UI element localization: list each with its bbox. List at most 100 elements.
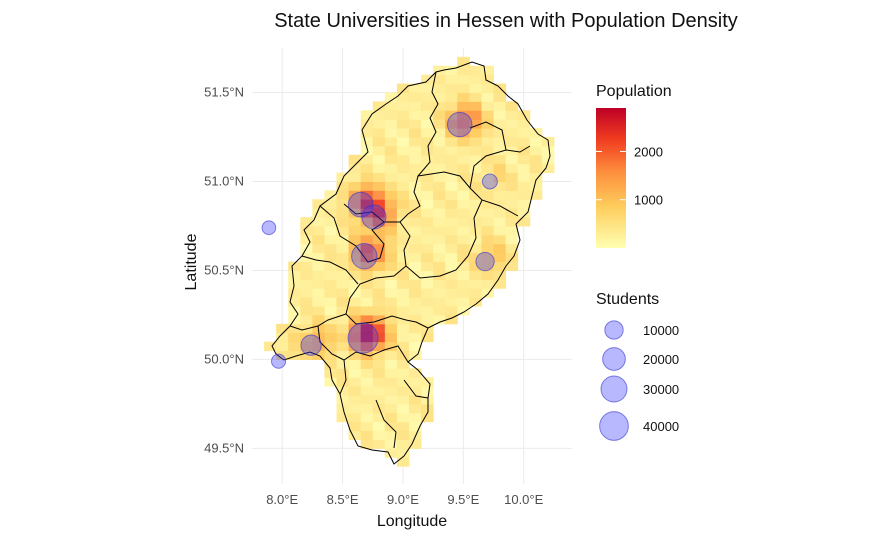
population-cell <box>324 190 338 200</box>
university-bubble <box>446 111 473 138</box>
students-legend-label: 30000 <box>643 382 679 397</box>
population-cell <box>396 332 410 343</box>
population-cell <box>384 270 398 280</box>
population-cell <box>288 288 301 298</box>
population-cell <box>372 314 386 325</box>
population-cell <box>396 421 410 432</box>
population-cell <box>348 386 362 396</box>
population-cell <box>384 199 398 209</box>
population-cell <box>493 190 507 200</box>
population-cell <box>276 332 289 343</box>
population-cell <box>336 270 350 280</box>
population-cell <box>433 163 446 174</box>
x-axis-ticks: 8.0°E 8.5°E 9.0°E 9.5°E 10.0°E <box>266 492 543 507</box>
population-cell <box>384 101 398 111</box>
population-cell <box>493 110 507 120</box>
population-cell <box>288 323 301 334</box>
university-bubble <box>347 322 379 354</box>
population-cell <box>517 119 531 129</box>
population-cell <box>529 172 543 182</box>
population-cell <box>360 225 374 236</box>
population-cell <box>336 252 350 263</box>
population-cell <box>360 439 374 449</box>
population-cell <box>300 225 313 236</box>
population-cell <box>493 119 507 129</box>
population-cell <box>445 181 458 191</box>
population-cell <box>469 279 482 289</box>
population-cell <box>372 297 386 307</box>
population-cell <box>360 332 374 343</box>
population-cell <box>372 101 386 111</box>
population-cell <box>396 110 410 120</box>
population-cell <box>517 181 531 191</box>
population-cell <box>457 243 470 254</box>
population-cell <box>493 252 507 263</box>
population-cell <box>421 279 434 289</box>
population-cell <box>396 395 410 405</box>
population-cell <box>372 243 386 254</box>
population-cell <box>300 297 313 307</box>
population-cell <box>348 252 362 263</box>
population-cell <box>481 279 495 289</box>
population-cell <box>324 288 338 298</box>
population-cell <box>469 145 482 156</box>
population-cell <box>396 252 410 263</box>
population-cell <box>372 341 386 352</box>
population-cell <box>433 279 446 289</box>
population-cell <box>360 323 374 334</box>
population-legend-label: 2000 <box>634 144 663 159</box>
population-cell <box>493 136 507 147</box>
population-cell <box>348 190 362 200</box>
population-cell <box>348 323 362 334</box>
population-cell <box>324 306 338 316</box>
population-cell <box>469 136 482 147</box>
population-cell <box>384 234 398 245</box>
population-cell <box>372 395 386 405</box>
population-cell <box>517 217 531 227</box>
population-cell <box>493 128 507 138</box>
population-cell <box>360 314 374 325</box>
population-cell <box>517 199 531 209</box>
population-cell <box>445 288 458 298</box>
population-cell <box>372 234 386 245</box>
population-cell <box>421 288 434 298</box>
population-cell <box>421 252 434 263</box>
district-boundaries <box>271 61 551 465</box>
population-cell <box>336 314 350 325</box>
population-cell <box>384 448 398 458</box>
population-cell <box>336 341 350 352</box>
population-cell <box>433 217 446 227</box>
population-cell <box>360 341 374 352</box>
population-cell <box>505 110 519 120</box>
population-cell <box>384 341 398 352</box>
hessen-outline <box>271 61 551 465</box>
population-cell <box>348 412 362 423</box>
population-cell <box>336 323 350 334</box>
population-cell <box>372 377 386 387</box>
population-cell <box>481 270 495 280</box>
population-cell <box>505 243 519 254</box>
population-cell <box>457 252 470 263</box>
x-tick-label: 10.0°E <box>504 492 544 507</box>
population-cell <box>372 430 386 441</box>
population-cell <box>408 136 422 147</box>
university-bubble <box>481 173 498 190</box>
population-cell <box>324 217 338 227</box>
population-cell <box>433 181 446 191</box>
population-cell <box>421 208 434 218</box>
population-cell <box>493 225 507 236</box>
population-cell <box>457 279 470 289</box>
population-cell <box>408 297 422 307</box>
population-cell <box>421 172 434 182</box>
population-cell <box>396 288 410 298</box>
population-cell <box>288 350 301 360</box>
population-cell <box>300 341 313 352</box>
population-cell <box>457 217 470 227</box>
population-cell <box>336 377 350 387</box>
population-cell <box>360 252 374 263</box>
population-cell <box>396 154 410 165</box>
population-cell <box>396 101 410 111</box>
population-cell <box>408 101 422 111</box>
population-cell <box>505 190 519 200</box>
population-cell <box>324 332 338 343</box>
